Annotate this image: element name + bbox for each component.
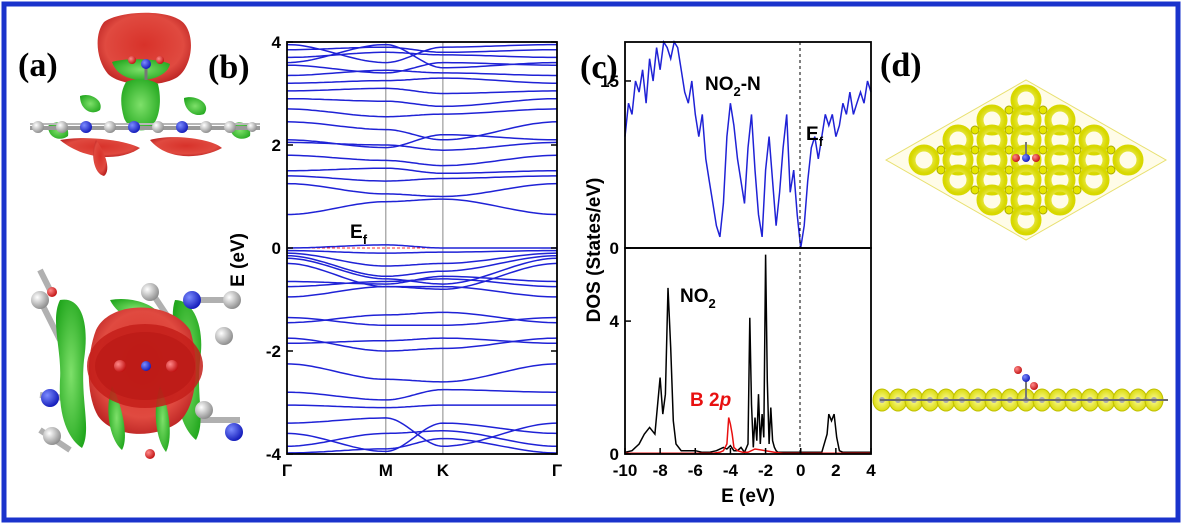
dos-x-tick-label: 4 [866, 461, 876, 480]
panel-a-bottom-render [31, 268, 243, 459]
band-line-b26 [287, 141, 558, 151]
band-line-b33 [286, 69, 557, 77]
band-y-tick-label: -2 [266, 342, 281, 361]
dos-y-axis-label: DOS (States/eV) [584, 178, 605, 323]
band-y-tick-label: -4 [266, 445, 282, 464]
band-line-b14 [287, 275, 558, 285]
band-structure-plot: -4 -2 0 2 4 Γ M K Γ E (eV) Ef [228, 33, 562, 480]
band-line-b20 [287, 244, 557, 249]
band-line-b25 [287, 154, 558, 167]
band-line-b10 [286, 311, 558, 324]
band-y-tick-label: 4 [272, 33, 282, 52]
band-line-b11 [286, 316, 558, 327]
dos-fermi-annotation: Ef [806, 124, 824, 149]
band-line-b9 [286, 337, 558, 352]
dos-plot: 0 15 0 4 -10 -8 -6 -4 -2 0 2 4 DOS (States/eV) E (e… [584, 39, 876, 507]
band-y-tick-label: 2 [272, 136, 281, 155]
dos-b2p-annotation: B 2p [690, 390, 731, 411]
band-line-b31 [287, 87, 557, 95]
band-lines [286, 43, 558, 454]
panel-label-a: (a) [18, 47, 58, 84]
panel-d-top-render [884, 79, 1168, 241]
band-line-b12 [287, 285, 557, 298]
dos-curve-NO2 [624, 254, 871, 454]
band-line-b28 [286, 121, 558, 141]
dos-y-tick-label: 15 [600, 72, 619, 91]
band-k-tick-label: Γ [282, 461, 292, 480]
band-k-tick-label: K [437, 461, 450, 480]
dos-x-tick-label: 2 [831, 461, 840, 480]
dos-y-tick-label: 4 [610, 312, 620, 331]
band-line-b30 [287, 97, 557, 108]
dos-no2-annotation: NO2 [680, 286, 716, 311]
band-line-b38 [286, 43, 557, 69]
band-line-b23 [287, 175, 557, 182]
band-line-b1 [286, 437, 558, 454]
band-line-b17 [286, 254, 558, 278]
dos-bottom-axes-box [624, 247, 872, 455]
dos-top-curves [624, 39, 872, 249]
dos-x-tick-label: -4 [723, 461, 739, 480]
band-k-tick-label: M [379, 461, 393, 480]
panel-label-b: (b) [208, 49, 250, 86]
band-line-b5 [287, 404, 557, 409]
band-line-b34 [287, 61, 557, 74]
dos-x-tick-label: -6 [688, 461, 703, 480]
band-line-b35 [287, 51, 557, 59]
dos-y-tick-label: 0 [610, 239, 619, 258]
band-line-b2 [286, 430, 558, 448]
band-line-b4 [287, 417, 558, 448]
band-line-b22 [286, 182, 558, 198]
dos-y-tick-label: 0 [610, 445, 619, 464]
dos-x-tick-label: -10 [613, 461, 638, 480]
band-fermi-label: Ef [350, 222, 368, 247]
band-line-b16 [286, 257, 558, 285]
band-line-b24 [286, 167, 557, 175]
band-line-b19 [287, 249, 557, 254]
dos-ticks: 0 15 0 4 -10 -8 -6 -4 -2 0 2 4 [600, 72, 876, 480]
dos-top-annotation: NO2-N [705, 74, 761, 99]
panel-a-top-render [30, 12, 260, 176]
panel-label-d: (d) [880, 47, 922, 84]
dos-x-tick-label: -2 [758, 461, 773, 480]
dos-x-tick-label: -8 [653, 461, 668, 480]
band-line-b36 [287, 46, 557, 54]
band-line-b21 [287, 198, 558, 216]
band-line-b27 [286, 133, 557, 149]
band-line-b15 [286, 262, 558, 290]
band-y-tick-label: 0 [272, 239, 281, 258]
band-line-b29 [286, 108, 558, 118]
band-y-ticks: -4 -2 0 2 4 [266, 33, 557, 464]
panel-d-bottom-render [872, 366, 1168, 412]
band-line-b18 [286, 252, 558, 267]
band-line-b3 [286, 422, 558, 453]
band-k-tick-label: Γ [552, 461, 562, 480]
band-line-b6 [287, 388, 557, 401]
band-line-b32 [287, 77, 557, 84]
band-y-axis-label: E (eV) [228, 233, 249, 287]
panel-label-c: (c) [580, 49, 618, 86]
dos-bottom-curves [624, 254, 871, 455]
dos-x-tick-label: 0 [796, 461, 805, 480]
dos-x-axis-label: E (eV) [721, 486, 775, 507]
dos-curve-NO2-N [624, 39, 872, 249]
band-line-b7 [286, 363, 558, 383]
band-line-b8 [287, 337, 558, 345]
